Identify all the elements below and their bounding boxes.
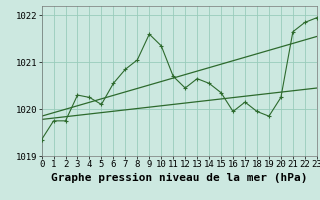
X-axis label: Graphe pression niveau de la mer (hPa): Graphe pression niveau de la mer (hPa) [51, 173, 308, 183]
